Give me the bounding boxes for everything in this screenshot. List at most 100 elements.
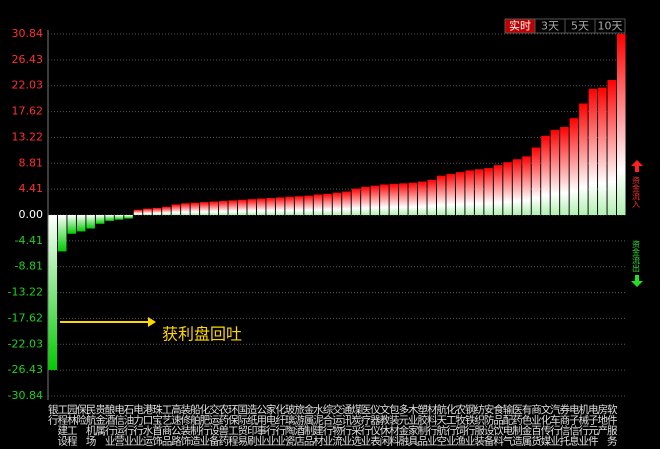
- x-tick-label: 船舶制造: [189, 403, 201, 446]
- inflow-arrow: [631, 160, 643, 172]
- bar: [200, 202, 209, 215]
- annotation-arrowhead: [148, 317, 156, 327]
- bar: [512, 159, 522, 215]
- x-tick-label: 交运设备: [208, 403, 220, 447]
- bar: [285, 196, 294, 215]
- bar: [275, 197, 285, 215]
- bar: [67, 215, 76, 234]
- bar: [361, 186, 370, 215]
- x-tick-label: 国际贸易: [236, 404, 248, 447]
- y-tick-label: -8.81: [15, 260, 43, 273]
- x-tick-label: 贵金属: [94, 403, 106, 436]
- y-tick-label: 22.03: [12, 79, 44, 92]
- x-tick-label: 航天航空: [435, 403, 447, 446]
- x-tick-label: 包装材料: [388, 403, 400, 447]
- x-tick-label: 工艺商品: [160, 404, 172, 447]
- y-tick-label: -30.84: [8, 389, 43, 402]
- tab-label[interactable]: 10天: [598, 20, 623, 33]
- bar: [389, 183, 399, 215]
- x-tick-label: 农药兽药: [217, 403, 229, 447]
- y-tick-label: 0.00: [19, 208, 44, 221]
- x-tick-label: 交运物流: [331, 403, 343, 447]
- x-tick-label: 软件服务: [606, 403, 618, 447]
- y-tick-label: 4.41: [19, 182, 44, 195]
- bar: [560, 126, 569, 215]
- x-tick-label: 农牧饲渔: [454, 403, 466, 447]
- bar: [503, 162, 512, 215]
- x-tick-label: 保险: [75, 403, 87, 426]
- bar: [607, 80, 617, 215]
- x-tick-label: 多元金融: [397, 403, 409, 447]
- x-tick-label: 材料行业: [426, 403, 438, 446]
- bar: [427, 179, 437, 215]
- tab-label[interactable]: 实时: [509, 19, 531, 33]
- x-tick-label: 钢铁行业: [464, 403, 476, 446]
- x-tick-label: 电信运营: [113, 403, 125, 447]
- x-tick-label: 文化传媒: [539, 403, 551, 447]
- x-tick-label: 安防设备: [483, 403, 495, 447]
- x-tick-label: 环保工程: [227, 404, 239, 446]
- tab-label[interactable]: 5天: [571, 20, 589, 33]
- x-tick-label: 汽车行业: [549, 403, 561, 446]
- bar: [57, 215, 67, 252]
- bar: [408, 182, 418, 215]
- bar: [228, 200, 238, 215]
- y-tick-label: 13.22: [12, 130, 44, 143]
- bar: [418, 181, 427, 215]
- y-tick-label: 17.62: [12, 105, 44, 118]
- bar: [124, 215, 133, 219]
- bar: [247, 199, 256, 215]
- bar: [114, 215, 124, 220]
- tab[interactable]: [594, 18, 626, 34]
- annotation: 获利盘回吐: [162, 325, 242, 344]
- x-tick-label: 仪器仪表: [369, 404, 381, 447]
- x-tick-label: 医药制造: [511, 404, 523, 446]
- x-tick-label: 旅游酒店: [293, 403, 305, 447]
- y-tick-label: -4.41: [15, 234, 43, 247]
- bar: [266, 197, 275, 215]
- bar: [465, 170, 474, 215]
- bar: [474, 169, 484, 215]
- y-tick-label: -22.03: [8, 337, 43, 350]
- bar: [48, 215, 58, 370]
- bar: [294, 196, 304, 215]
- x-tick-label: 木业家具: [407, 404, 419, 447]
- y-tick-label: 8.81: [19, 156, 44, 169]
- bar: [237, 199, 247, 215]
- x-tick-label: 化工行业: [445, 403, 457, 446]
- bar: [522, 156, 531, 215]
- bar: [616, 34, 626, 215]
- bar: [323, 193, 332, 215]
- x-tick-label: 港口水运: [141, 404, 153, 447]
- x-tick-label: 酿酒行业: [104, 403, 116, 446]
- y-tick-label: -26.43: [8, 363, 43, 376]
- x-tick-label: 纺织服装: [473, 403, 485, 447]
- x-tick-label: 化纤行业: [274, 403, 286, 446]
- y-tick-label: -17.62: [8, 311, 43, 324]
- bar: [436, 175, 446, 215]
- bar: [399, 183, 408, 215]
- x-tick-label: 有色金属: [521, 403, 533, 447]
- x-tick-label: 公用事业: [255, 404, 267, 446]
- bar: [105, 215, 114, 221]
- outflow-arrow: [631, 275, 643, 287]
- x-tick-label: 珠宝首饰: [151, 403, 163, 447]
- bar: [219, 200, 228, 215]
- bar: [86, 215, 95, 229]
- bar: [152, 207, 162, 215]
- tab-label[interactable]: 3天: [541, 20, 559, 33]
- bar: [133, 209, 143, 215]
- x-tick-label: 电子元件: [587, 403, 599, 447]
- x-tick-label: 券商信托: [558, 403, 570, 446]
- x-tick-label: 输配电气: [502, 403, 514, 446]
- x-tick-label: 机械行业: [577, 403, 589, 446]
- bar: [171, 204, 181, 215]
- bar: [351, 188, 361, 215]
- x-tick-label: 化肥行业: [198, 403, 210, 446]
- bar: [531, 147, 541, 215]
- bar: [256, 198, 266, 215]
- x-tick-label: 电力行业: [132, 403, 144, 446]
- x-tick-label: 电子信息: [568, 403, 580, 446]
- x-tick-label: 家电行业: [265, 403, 277, 446]
